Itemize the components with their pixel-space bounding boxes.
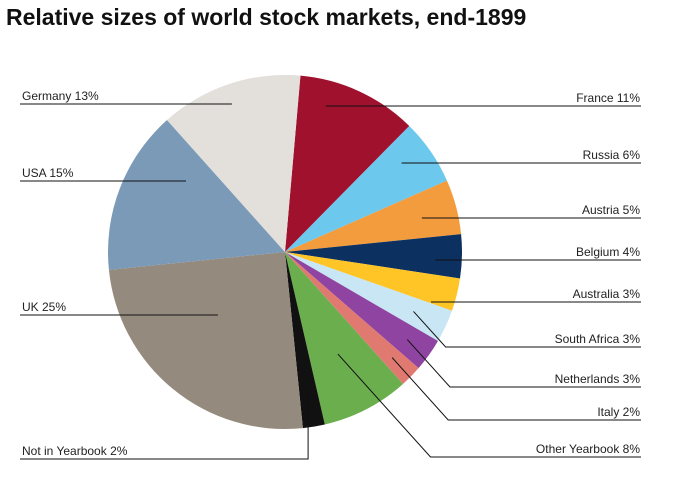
slice-labels: France 11% Russia 6% Austria 5% Belgium 4% A…	[22, 89, 640, 458]
pie-slice-italy	[285, 252, 419, 384]
slice-label-france: France 11%	[576, 91, 640, 105]
pie-slice-south-africa	[285, 252, 452, 342]
pie-slices	[108, 74, 462, 429]
slice-label-germany: Germany 13%	[22, 89, 99, 103]
slice-label-italy: Italy 2%	[597, 405, 640, 419]
slice-label-usa: USA 15%	[22, 166, 74, 180]
pie-slice-usa	[108, 120, 285, 270]
pie-slice-uk	[108, 252, 303, 429]
pie-slice-other-yearbook	[285, 252, 403, 425]
slice-label-not-in-yearbook: Not in Yearbook 2%	[22, 444, 128, 458]
slice-label-uk: UK 25%	[22, 300, 66, 314]
slice-label-belgium: Belgium 4%	[576, 245, 640, 259]
pie-slice-netherlands	[285, 252, 438, 369]
pie-slice-not-in-yearbook	[285, 252, 325, 429]
pie-slice-belgium	[285, 234, 462, 279]
slice-label-australia: Australia 3%	[573, 287, 641, 301]
pie-slice-germany	[167, 74, 301, 252]
leader-line-italy	[391, 357, 641, 421]
pie-slice-russia	[285, 125, 447, 252]
pie-slice-france	[285, 75, 410, 252]
pie-slice-australia	[285, 252, 461, 311]
leader-line-south-africa	[413, 311, 641, 348]
leader-line-other-yearbook	[337, 353, 641, 458]
slice-label-netherlands: Netherlands 3%	[555, 372, 641, 386]
slice-label-austria: Austria 5%	[582, 203, 640, 217]
slice-label-south-africa: South Africa 3%	[555, 332, 641, 346]
leader-line-not-in-yearbook	[20, 391, 309, 460]
slice-label-russia: Russia 6%	[583, 148, 641, 162]
chart-title: Relative sizes of world stock markets, e…	[6, 4, 527, 30]
leader-line-netherlands	[406, 339, 641, 388]
pie-slice-austria	[285, 180, 462, 252]
slice-label-other-yearbook: Other Yearbook 8%	[536, 442, 640, 456]
leader-lines	[20, 103, 641, 460]
